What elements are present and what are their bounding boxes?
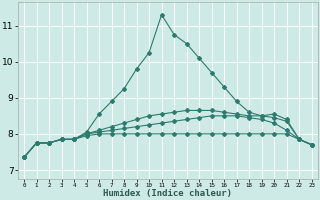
X-axis label: Humidex (Indice chaleur): Humidex (Indice chaleur) <box>103 189 232 198</box>
